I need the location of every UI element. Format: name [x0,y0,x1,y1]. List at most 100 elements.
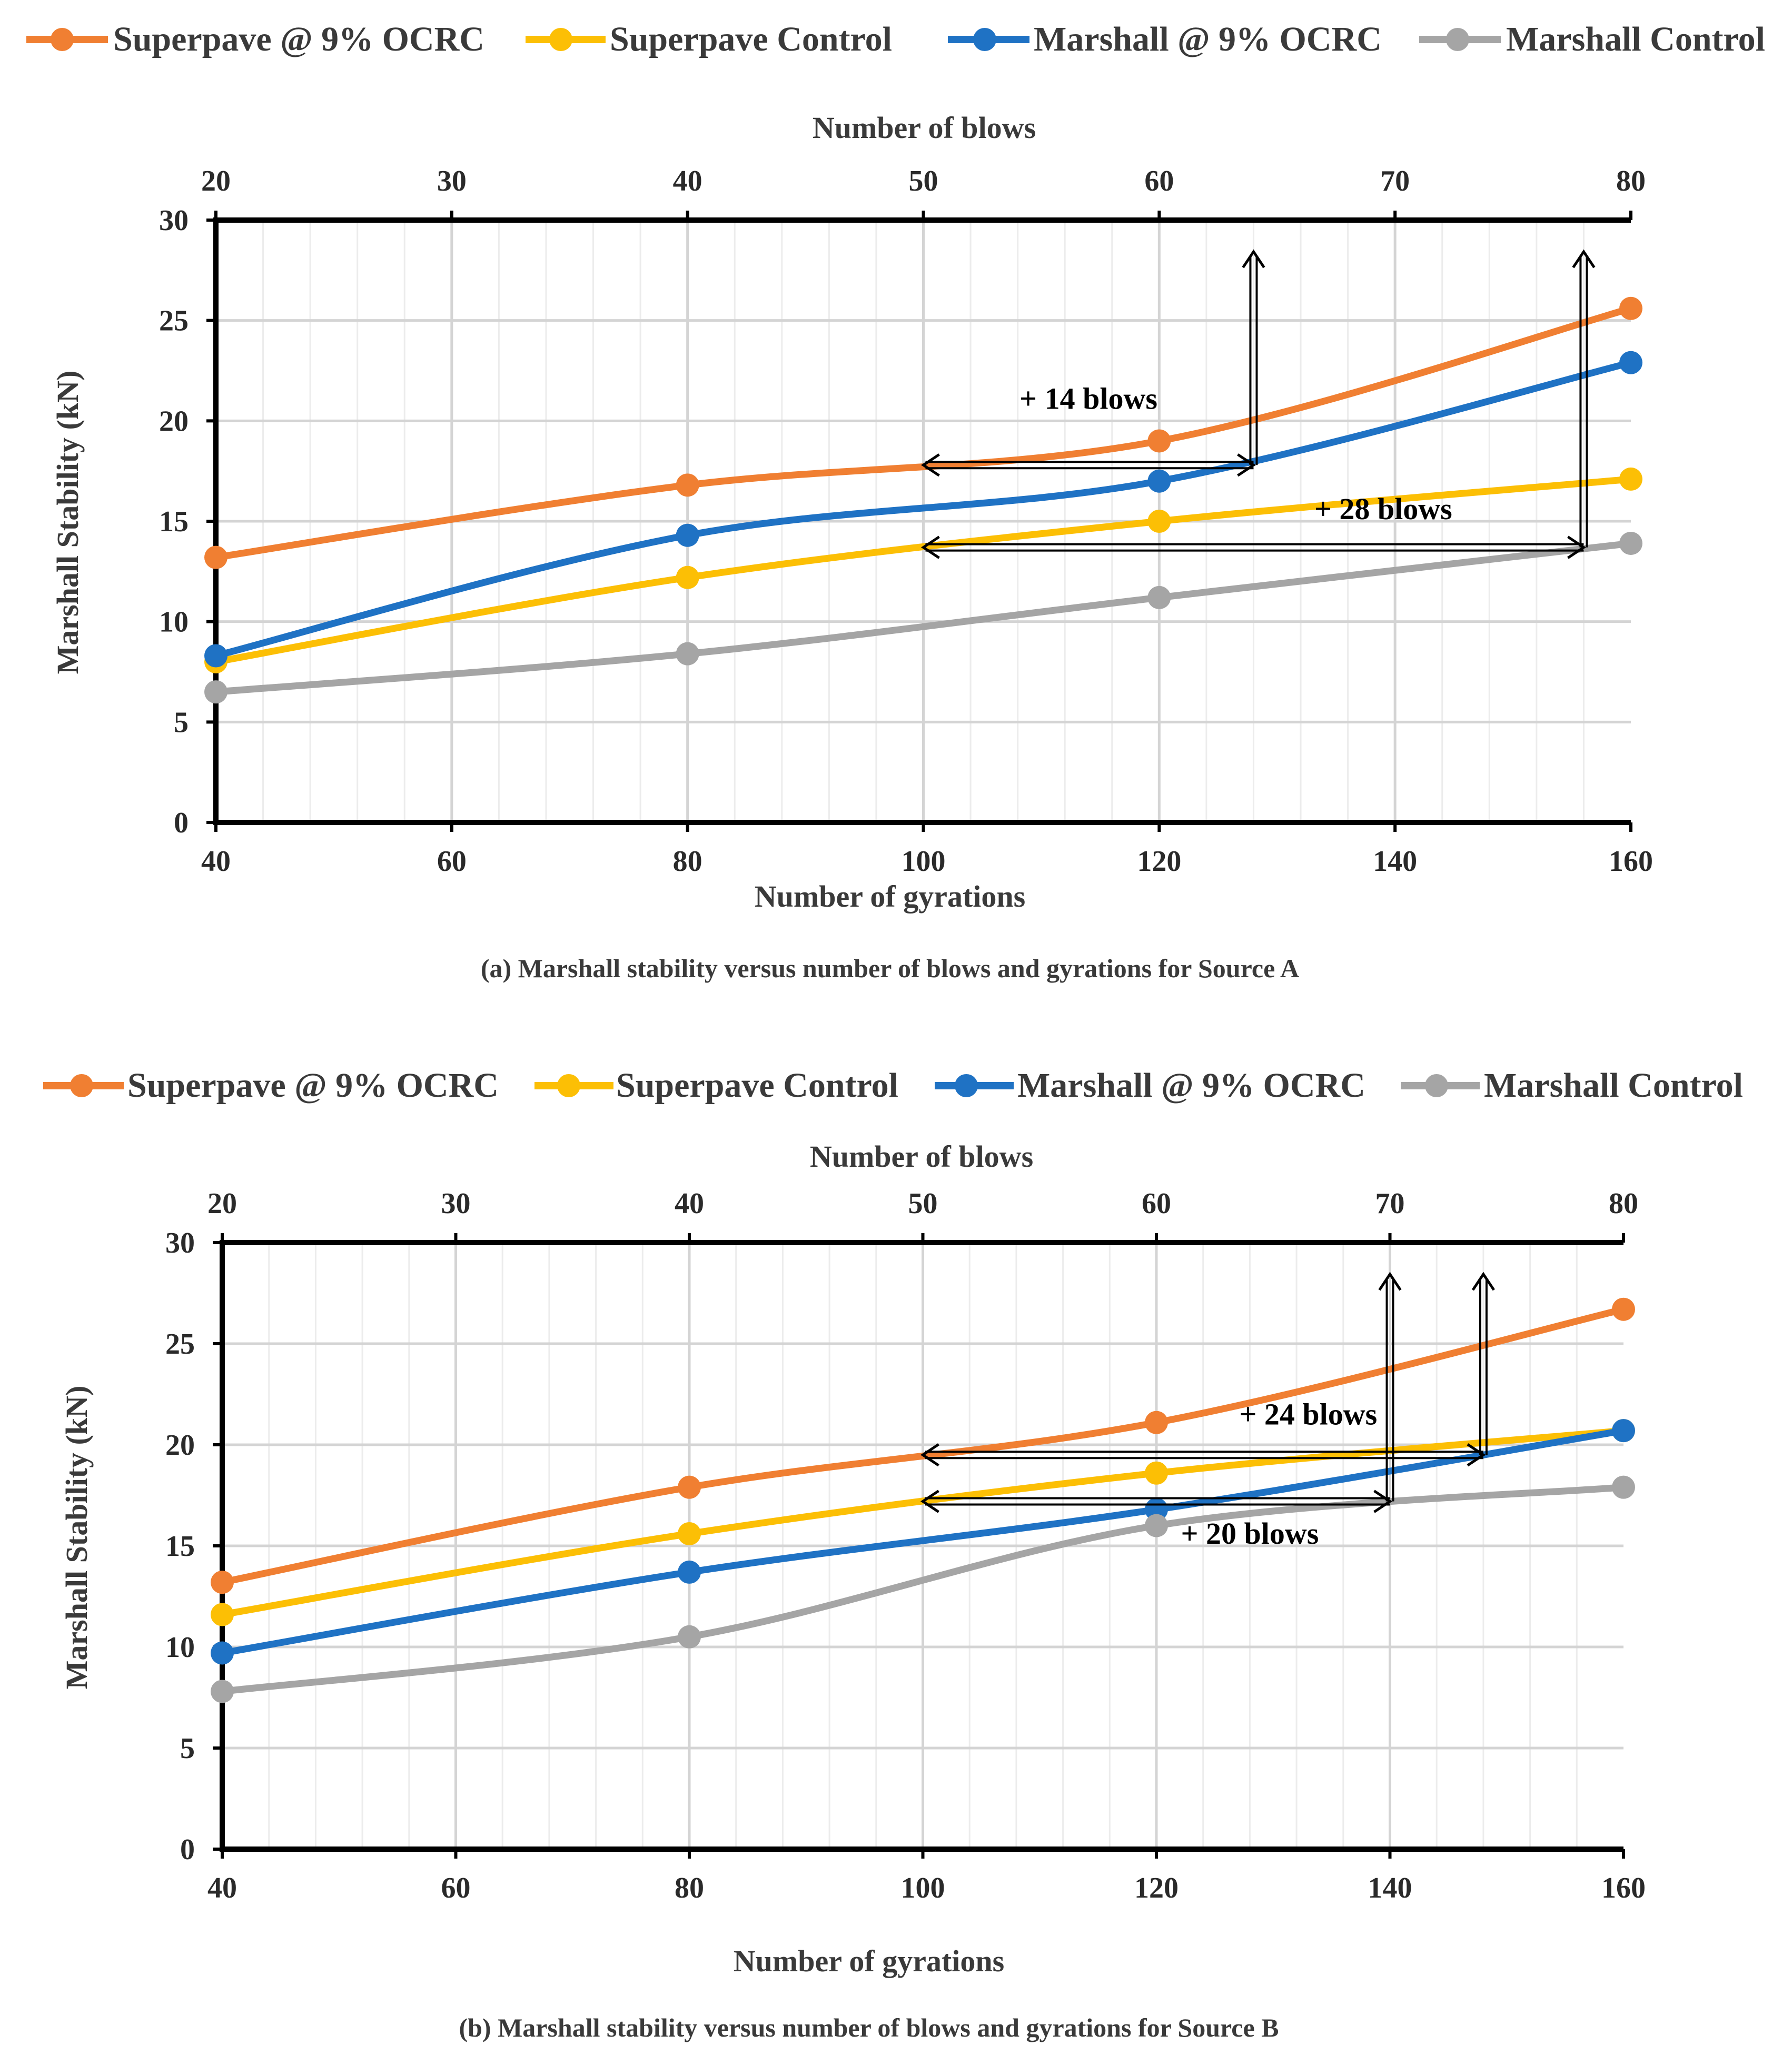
annotation: + 28 blows [920,249,1596,559]
legend-marker [549,28,572,51]
annotation-label: + 14 blows [1019,381,1157,415]
figure-caption: (a) Marshall stability versus number of … [481,954,1299,983]
x-tick-label: 160 [1609,845,1653,878]
x-tick-label: 40 [201,845,231,878]
legend-marker [557,1074,580,1097]
data-point [1147,469,1171,493]
series-line [219,1484,1627,1695]
series-2 [204,351,1642,668]
legend-item-superpave-ocrc: Superpave @ 9% OCRC [43,1066,499,1105]
x-tick-label: 160 [1601,1872,1646,1904]
data-point [1147,510,1171,533]
legend-item-marshall-control: Marshall Control [1401,1066,1743,1105]
data-point [1145,1461,1168,1485]
legend-marker [70,1074,93,1097]
y-tick-label: 15 [165,1530,195,1563]
x-tick-label: 120 [1137,845,1181,878]
annotation-arrowhead [920,1490,939,1513]
legend-item-superpave-ocrc: Superpave @ 9% OCRC [26,20,484,58]
annotation: + 20 blows [920,1272,1402,1551]
chart-panel-a: Superpave @ 9% OCRC Superpave Control Ma… [26,20,1765,983]
series-line [212,475,1635,666]
y-axis-title: Marshall Stability (kN) [60,1386,94,1690]
top-tick-label: 80 [1609,1187,1638,1220]
plot-area: 40 60 80 100 120 140 160 20 30 40 50 60 70 80 0 5 10 15 20… [159,165,1653,878]
data-point [211,1680,234,1703]
legend-label: Superpave Control [610,20,892,58]
series-line [212,305,1635,561]
series-line [219,1427,1627,1619]
legend-item-marshall-ocrc: Marshall @ 9% OCRC [935,1066,1365,1105]
top-tick-label: 20 [201,165,231,197]
legend-label: Marshall @ 9% OCRC [1034,20,1382,58]
annotation-label: + 20 blows [1181,1516,1319,1551]
annotation: + 24 blows [920,1272,1495,1467]
data-point [678,1475,701,1499]
top-tick-label: 30 [441,1187,471,1220]
x-tick-label: 80 [673,845,702,878]
y-tick-label: 5 [174,706,189,739]
data-point [1612,1475,1635,1499]
top-tick-label: 60 [1142,1187,1171,1220]
legend-label: Marshall Control [1484,1066,1743,1105]
data-point [678,1560,701,1584]
legend-label: Superpave @ 9% OCRC [127,1066,499,1105]
series-0 [204,296,1642,569]
y-tick-label: 10 [159,606,189,639]
data-point [676,642,699,666]
figure-caption: (b) Marshall stability versus number of … [459,2013,1279,2042]
top-axis-title: Number of blows [810,1139,1033,1174]
annotation-arrowhead [1467,1443,1486,1467]
annotation-arrowhead [1373,1490,1393,1513]
annotation-arrowhead [920,1443,939,1467]
series-line [212,540,1635,696]
y-tick-label: 20 [159,405,189,438]
top-tick-label: 30 [437,165,467,197]
legend: Superpave @ 9% OCRC Superpave Control Ma… [26,20,1765,58]
data-point [204,644,227,668]
series-line [219,1427,1627,1657]
top-tick-label: 50 [908,1187,938,1220]
series-3 [204,531,1642,704]
y-tick-label: 15 [159,505,189,538]
series-line [212,359,1635,659]
data-point [1619,296,1642,320]
bottom-axis-title: Number of gyrations [734,1944,1004,1978]
legend-item-superpave-control: Superpave Control [534,1066,898,1105]
annotation: + 14 blows [920,249,1265,477]
x-tick-label: 100 [902,845,946,878]
y-tick-label: 5 [180,1732,195,1765]
y-tick-label: 10 [165,1631,195,1664]
bottom-axis-title: Number of gyrations [755,879,1025,914]
annotation-label: + 28 blows [1314,492,1452,526]
annotation-arrowhead [1572,249,1596,269]
y-tick-label: 20 [165,1429,195,1462]
top-tick-label: 80 [1616,165,1646,197]
y-axis-title: Marshall Stability (kN) [51,371,85,674]
top-tick-label: 60 [1144,165,1174,197]
annotation-arrowhead [1567,535,1586,559]
y-tick-label: 0 [174,807,189,839]
legend-item-marshall-control: Marshall Control [1419,20,1765,58]
data-point [678,1522,701,1545]
chart-panel-b: Superpave @ 9% OCRC Superpave Control Ma… [43,1066,1743,2042]
data-point [1619,467,1642,491]
legend: Superpave @ 9% OCRC Superpave Control Ma… [43,1066,1743,1105]
x-tick-label: 60 [441,1872,471,1904]
legend-label: Superpave @ 9% OCRC [113,20,484,58]
series-2 [211,1419,1635,1665]
series-3 [211,1475,1635,1703]
legend-marker [955,1074,978,1097]
data-point [204,680,227,704]
data-point [678,1625,701,1649]
data-point [204,545,227,569]
top-tick-label: 70 [1375,1187,1405,1220]
legend-marker [973,28,996,51]
data-point [1147,585,1171,609]
data-point [1619,531,1642,555]
data-point [1147,429,1171,453]
legend-marker [1446,28,1469,51]
legend-label: Marshall Control [1506,20,1765,58]
data-point [1145,1514,1168,1537]
